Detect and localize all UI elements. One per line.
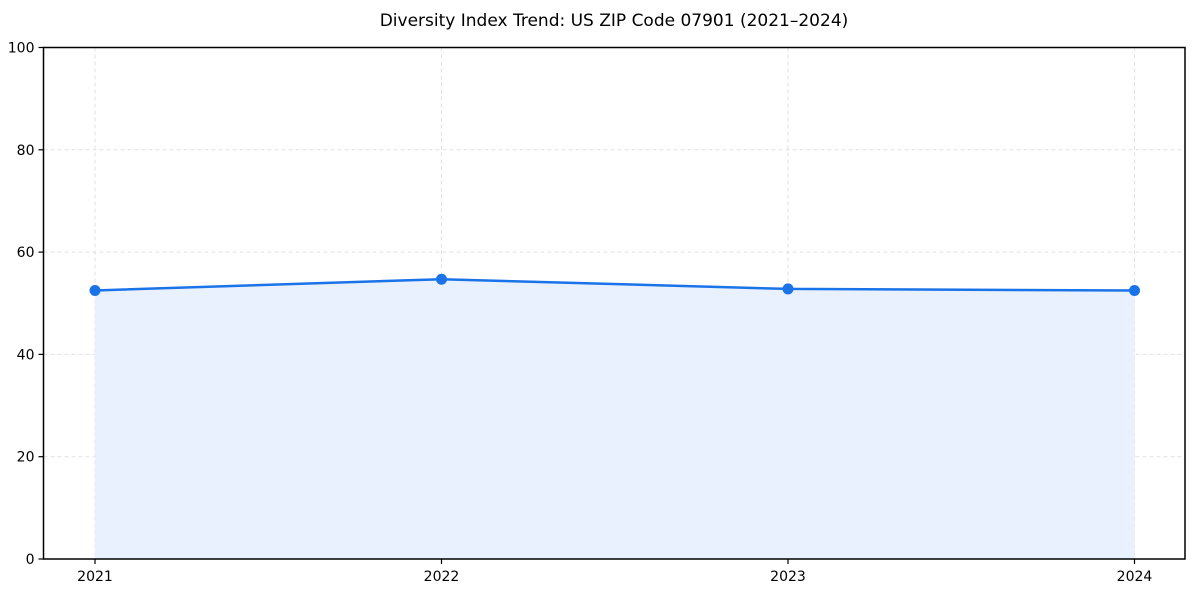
- area-fill: [95, 279, 1135, 559]
- y-tick-label: 80: [17, 143, 35, 159]
- y-tick-label: 20: [17, 450, 35, 466]
- trend-line: [93, 277, 1136, 292]
- x-tick-label: 2023: [770, 569, 806, 585]
- x-tick-label: 2024: [1117, 569, 1153, 585]
- chart-title: Diversity Index Trend: US ZIP Code 07901…: [379, 11, 849, 31]
- axes-spines: [42, 46, 1186, 560]
- data-point-marker: [436, 273, 447, 285]
- x-tick-label: 2021: [77, 569, 113, 585]
- data-point-marker: [782, 283, 794, 295]
- y-tick-label: 40: [17, 347, 35, 363]
- y-tick-label: 60: [17, 245, 35, 261]
- data-point-marker: [89, 284, 101, 296]
- y-tick-label: 100: [8, 41, 35, 57]
- data-point-marker: [1129, 284, 1140, 296]
- y-tick-label: 0: [26, 552, 35, 568]
- x-tick-label: 2022: [424, 569, 460, 585]
